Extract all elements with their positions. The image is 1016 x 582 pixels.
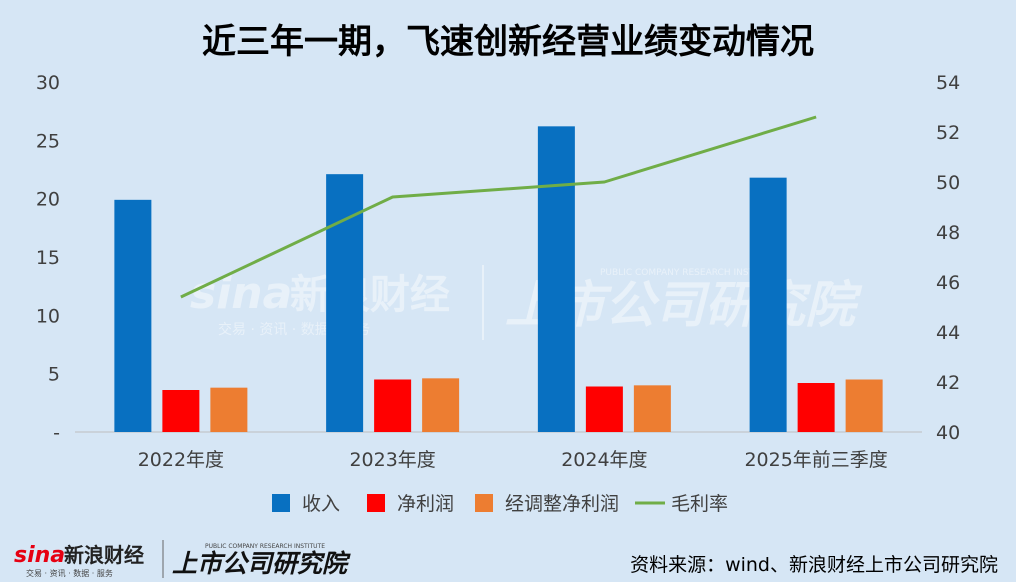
footer-institute-cn: 上市公司研究院 [172, 549, 351, 578]
footer-institute-en: PUBLIC COMPANY RESEARCH INSTITUTE [205, 543, 325, 550]
bar-adj-net-profit [210, 387, 248, 432]
y-left-tick-label: 10 [36, 305, 60, 327]
footer-sina-cn: 新浪财经 [64, 543, 144, 567]
bar-adj-net-profit [633, 385, 671, 432]
x-tick-label: 2022年度 [138, 449, 224, 471]
bars: 2022年度 2023年度 2024年度 2025年前三季度 [114, 126, 888, 471]
legend-swatch [475, 494, 493, 512]
watermark-sina-cn: 新浪财经 [290, 272, 450, 318]
y-right-tick-label: 40 [936, 422, 960, 444]
bar-adj-net-profit [845, 379, 883, 432]
y-right-tick-label: 54 [936, 72, 960, 94]
y-right-tick-label: 50 [936, 172, 960, 194]
bar-revenue [326, 174, 364, 432]
bar-adj-net-profit [422, 378, 460, 432]
bar-revenue [537, 126, 575, 432]
y-left-tick-label: - [53, 422, 60, 444]
watermark-institute-en: PUBLIC COMPANY RESEARCH INSTITUTE [600, 268, 780, 278]
y-right-tick-label: 48 [936, 222, 960, 244]
bar-revenue [749, 177, 787, 432]
bar-net-profit [374, 379, 412, 432]
legend-label: 收入 [302, 493, 340, 515]
y-left-tick-label: 25 [36, 130, 60, 152]
y-right-tick-label: 44 [936, 322, 960, 344]
y-right-tick-label: 52 [936, 122, 960, 144]
legend-swatch [272, 494, 290, 512]
x-tick-label: 2025年前三季度 [744, 449, 887, 471]
bar-revenue [114, 199, 152, 432]
watermark-sina-latin: sina [190, 268, 292, 319]
legend-label: 净利润 [397, 493, 454, 515]
y-right-tick-label: 42 [936, 372, 960, 394]
source-note: 资料来源：wind、新浪财经上市公司研究院 [630, 554, 998, 576]
x-tick-label: 2023年度 [349, 449, 435, 471]
footer-sina-latin: sina [14, 543, 65, 568]
line-gross-margin [180, 115, 817, 299]
legend-label: 经调整净利润 [505, 493, 619, 515]
bar-net-profit [585, 386, 623, 432]
y-right-tick-label: 46 [936, 272, 960, 294]
y-left-tick-label: 5 [48, 364, 60, 386]
legend-label: 毛利率 [671, 493, 728, 515]
legend: 收入 净利润 经调整净利润 毛利率 [272, 493, 728, 515]
line-series [180, 115, 817, 299]
chart-title: 近三年一期，飞速创新经营业绩变动情况 [202, 22, 814, 62]
y-left-tick-label: 30 [36, 72, 60, 94]
y-left-tick-label: 20 [36, 189, 60, 211]
x-tick-label: 2024年度 [561, 449, 647, 471]
bar-net-profit [797, 383, 835, 432]
footer-sina-sub: 交易 · 资讯 · 数据 · 服务 [26, 568, 113, 578]
bar-net-profit [162, 390, 200, 432]
y-left-tick-label: 15 [36, 247, 60, 269]
legend-swatch [367, 494, 385, 512]
